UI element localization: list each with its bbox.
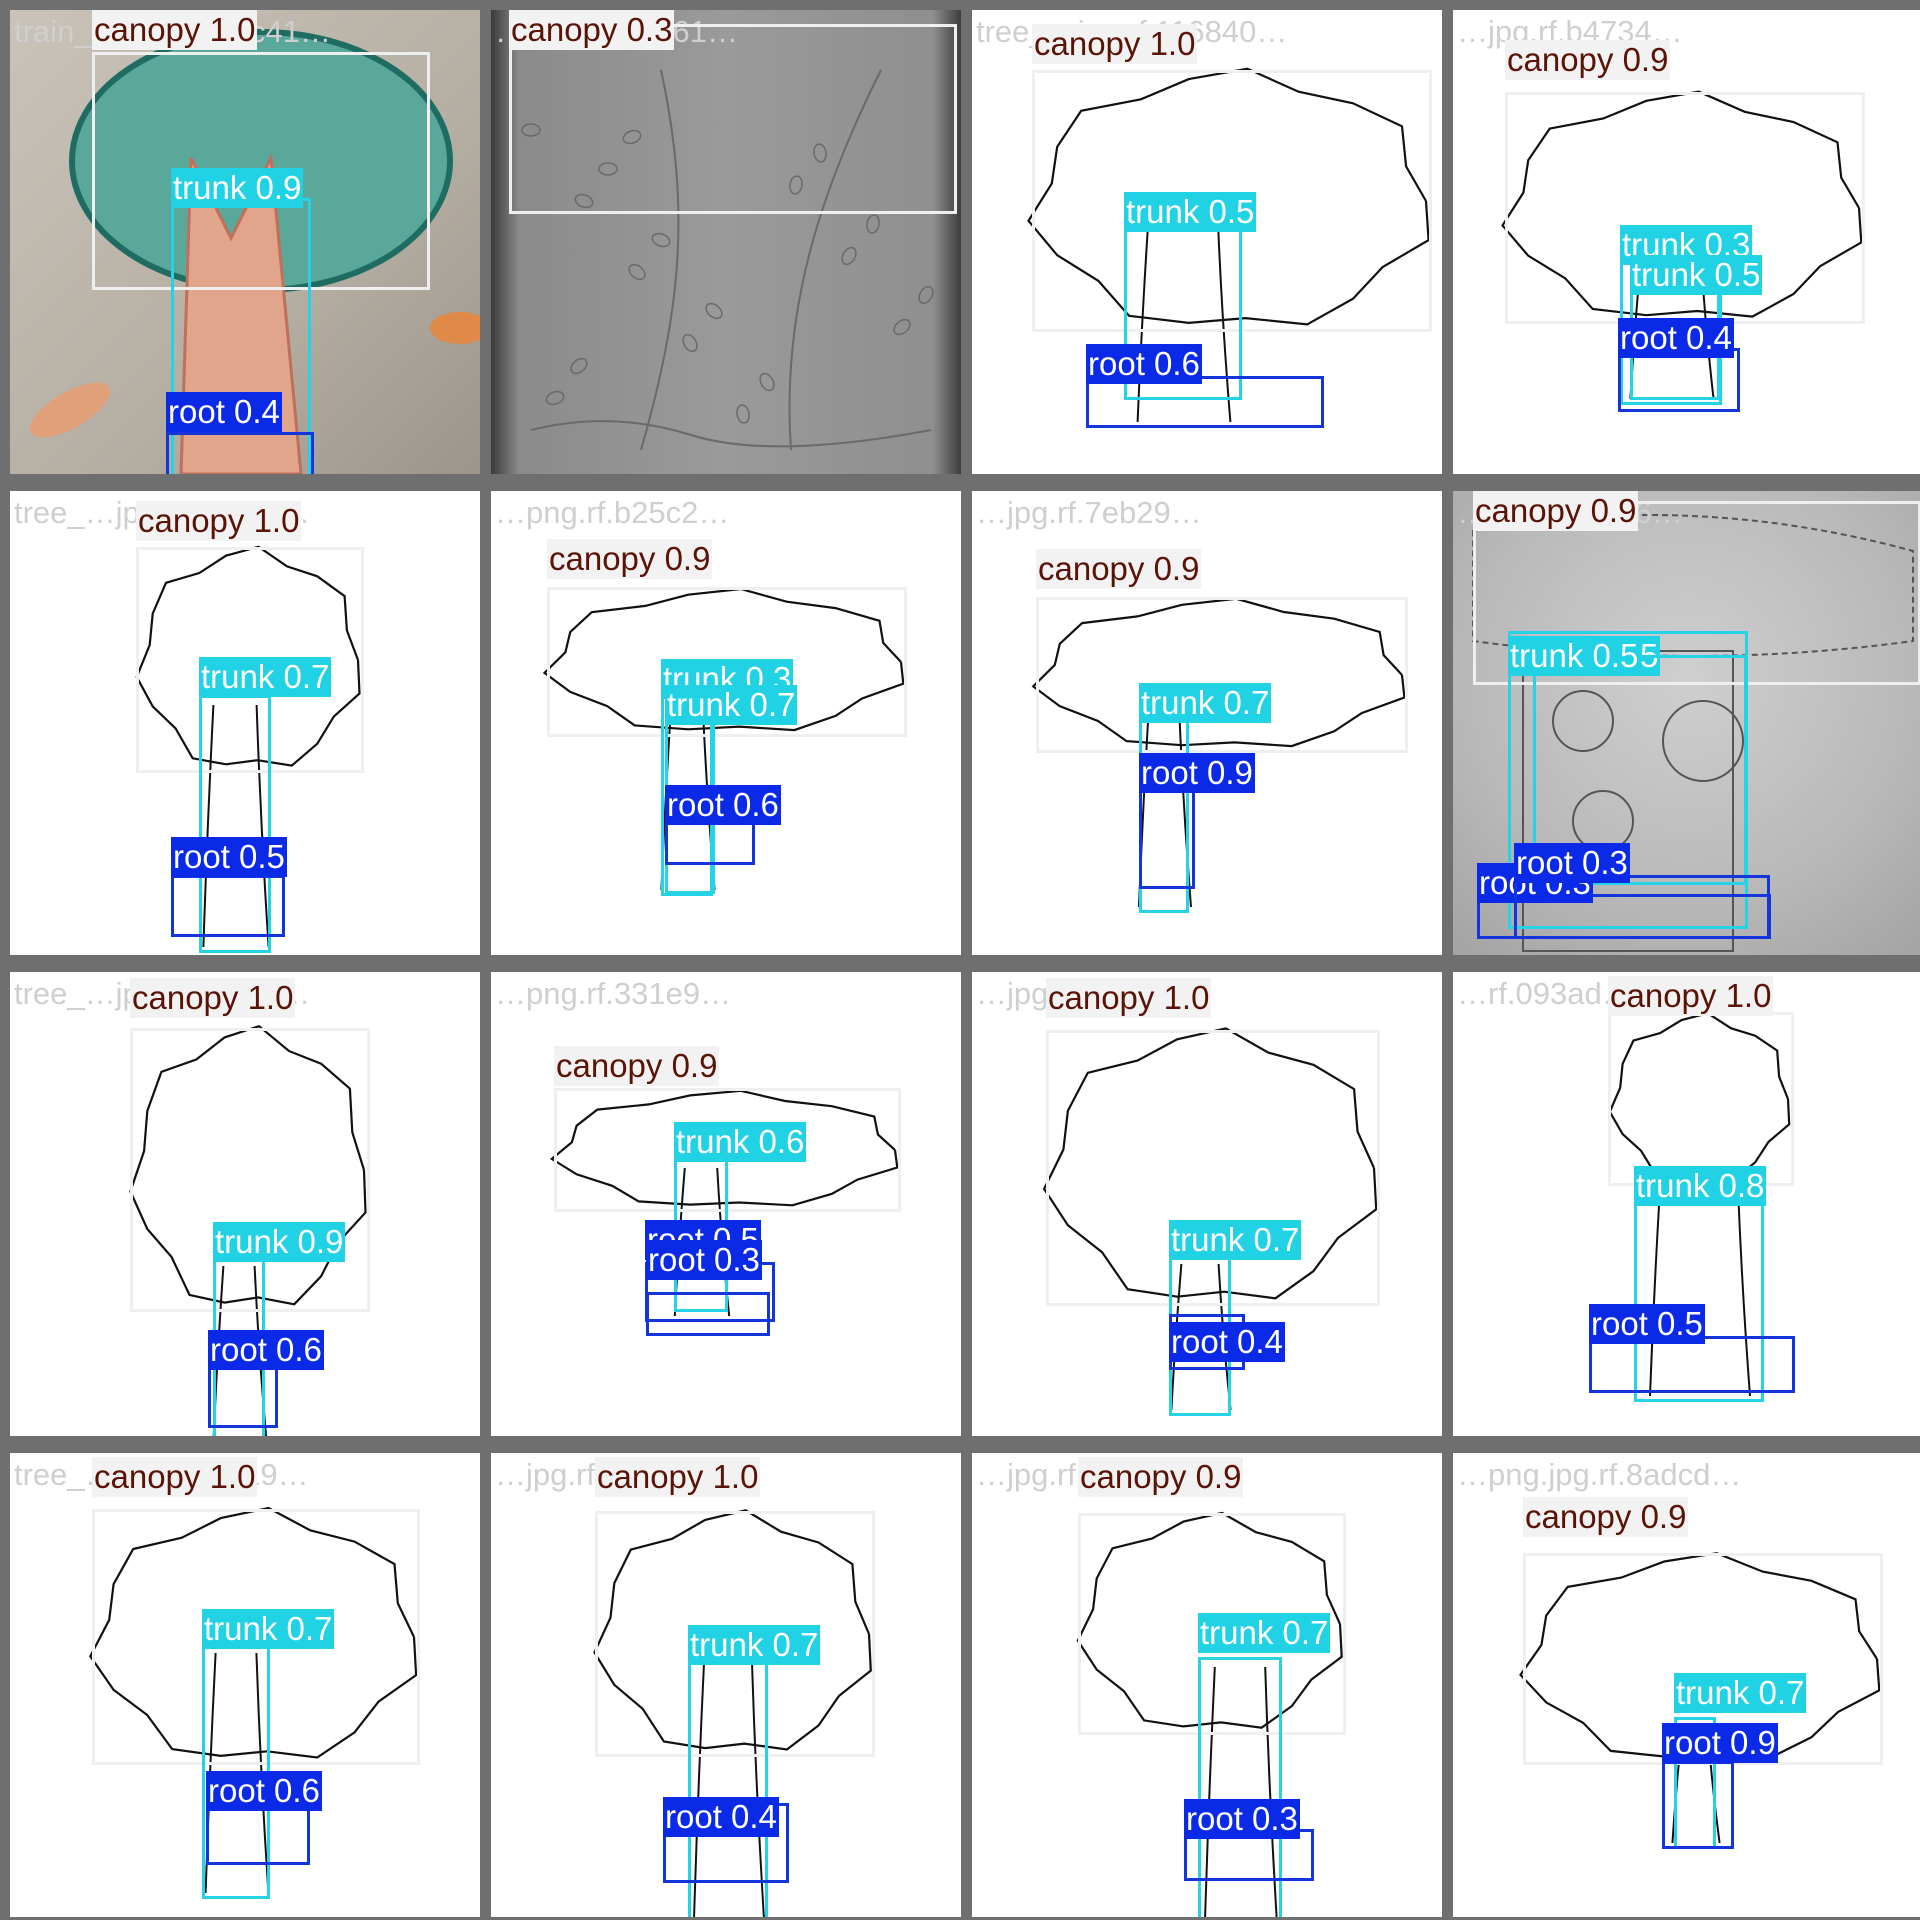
trunk-confidence-label: trunk 0.7	[199, 657, 332, 697]
canopy-confidence-label: canopy 0.9	[547, 539, 713, 579]
canopy-bounding-box	[1046, 1030, 1380, 1306]
canopy-bounding-box	[1608, 1012, 1794, 1186]
trunk-confidence-label: trunk 0.7	[1198, 1613, 1331, 1653]
canopy-bounding-box	[130, 1028, 370, 1312]
canopy-confidence-label: canopy 1.0	[92, 10, 258, 50]
root-confidence-label: root 0.4	[1169, 1322, 1285, 1362]
root-bounding-box	[1662, 1761, 1734, 1849]
root-bounding-box	[1086, 376, 1324, 428]
root-confidence-label: root 0.6	[1086, 344, 1202, 384]
trunk-confidence-label: trunk 0.5	[1124, 192, 1257, 232]
root-confidence-label: root 0.3	[1184, 1799, 1300, 1839]
root-bounding-box	[1589, 1336, 1795, 1393]
root-bounding-box	[1139, 785, 1195, 889]
trunk-confidence-label: trunk 0.9	[171, 168, 304, 208]
prediction-tile: …jpg.rf.7eb29… canopy 0.9 trunk 0.7 root 0.…	[972, 491, 1442, 955]
canopy-bounding-box	[1473, 501, 1920, 685]
prediction-tile: …rf.093ad… canopy 1.0 trunk 0.8 root 0.5	[1453, 972, 1920, 1436]
trunk-confidence-label: trunk 0.9	[213, 1222, 346, 1262]
canopy-confidence-label: canopy 0.9	[1078, 1457, 1244, 1497]
canopy-bounding-box	[1078, 1513, 1346, 1735]
canopy-confidence-label: canopy 0.9	[1036, 549, 1202, 589]
canopy-bounding-box	[92, 1509, 420, 1765]
tree-drawing-image	[521, 69, 934, 451]
root-bounding-box	[166, 432, 314, 474]
canopy-bounding-box	[92, 52, 430, 290]
trunk-confidence-label: trunk 0.7	[1139, 683, 1272, 723]
canopy-bounding-box	[595, 1511, 875, 1757]
canopy-confidence-label: canopy 0.9	[1505, 40, 1671, 80]
canopy-bounding-box	[136, 547, 364, 773]
trunk-confidence-label: trunk 0.7	[688, 1625, 821, 1665]
root-confidence-label: root 0.4	[166, 392, 282, 432]
root-bounding-box	[1514, 875, 1770, 939]
prediction-tile: …jpg.rf.1a7761…canopy 0.3	[491, 10, 961, 474]
root-bounding-box	[171, 875, 285, 937]
trunk-confidence-label: trunk 0.7	[665, 685, 798, 725]
canopy-confidence-label: canopy 0.9	[1523, 1497, 1689, 1537]
canopy-bounding-box	[509, 24, 957, 214]
trunk-bounding-box	[1198, 1657, 1282, 1917]
prediction-tile: …png.rf.b25c2… canopy 0.9 trunk 0.3 trunk 0…	[491, 491, 961, 955]
trunk-confidence-label: trunk 0.8	[1634, 1166, 1767, 1206]
canopy-bounding-box	[1032, 70, 1432, 332]
prediction-tile: …png.jpg.rf.8adcd… canopy 0.9 trunk 0.7 roo…	[1453, 1453, 1920, 1917]
root-confidence-label: root 0.6	[206, 1771, 322, 1811]
canopy-confidence-label: canopy 1.0	[130, 978, 296, 1018]
canopy-confidence-label: canopy 1.0	[1608, 976, 1774, 1016]
canopy-confidence-label: canopy 0.3	[509, 10, 675, 50]
root-confidence-label: root 0.5	[171, 837, 287, 877]
canopy-confidence-label: canopy 0.9	[554, 1046, 720, 1086]
trunk-confidence-label: trunk 0.7	[1674, 1673, 1807, 1713]
root-confidence-label: root 0.6	[665, 785, 781, 825]
canopy-confidence-label: canopy 1.0	[1046, 978, 1212, 1018]
trunk-confidence-label: trunk 0.7	[1169, 1220, 1302, 1260]
root-confidence-label: root 0.9	[1662, 1723, 1778, 1763]
trunk-confidence-label: trunk 0.5	[1630, 255, 1763, 295]
tree-drawing-image	[135, 545, 361, 948]
tree-drawing-image	[1472, 514, 1914, 952]
trunk-confidence-label: trunk 0.7	[202, 1609, 335, 1649]
tree-drawing-image	[1076, 1511, 1343, 1917]
root-confidence-label: root 0.4	[663, 1797, 779, 1837]
canopy-bounding-box	[547, 587, 907, 737]
prediction-tile: …jpg.rf.b4734… canopy 0.9 trunk 0.3 trunk 0…	[1453, 10, 1920, 474]
root-confidence-label: root 0.6	[208, 1330, 324, 1370]
root-confidence-label: root 0.3	[646, 1240, 762, 1280]
canopy-confidence-label: canopy 1.0	[92, 1457, 258, 1497]
prediction-tile: …png.rf.331e9… canopy 0.9 trunk 0.6 root 0.…	[491, 972, 961, 1436]
canopy-confidence-label: canopy 1.0	[595, 1457, 761, 1497]
root-confidence-label: root 0.5	[1589, 1304, 1705, 1344]
canopy-confidence-label: canopy 1.0	[1032, 24, 1198, 64]
root-confidence-label: root 0.9	[1139, 753, 1255, 793]
canopy-confidence-label: canopy 1.0	[136, 501, 302, 541]
trunk-confidence-label: trunk 0.6	[674, 1122, 807, 1162]
root-confidence-label: root 0.3	[1514, 843, 1630, 883]
root-bounding-box	[646, 1292, 770, 1336]
canopy-bounding-box	[1036, 597, 1408, 753]
tree-drawing-image	[593, 1509, 872, 1917]
root-confidence-label: root 0.4	[1618, 318, 1734, 358]
canopy-confidence-label: canopy 0.9	[1473, 491, 1639, 531]
trunk-confidence-label: trunk 0.5	[1508, 636, 1641, 676]
